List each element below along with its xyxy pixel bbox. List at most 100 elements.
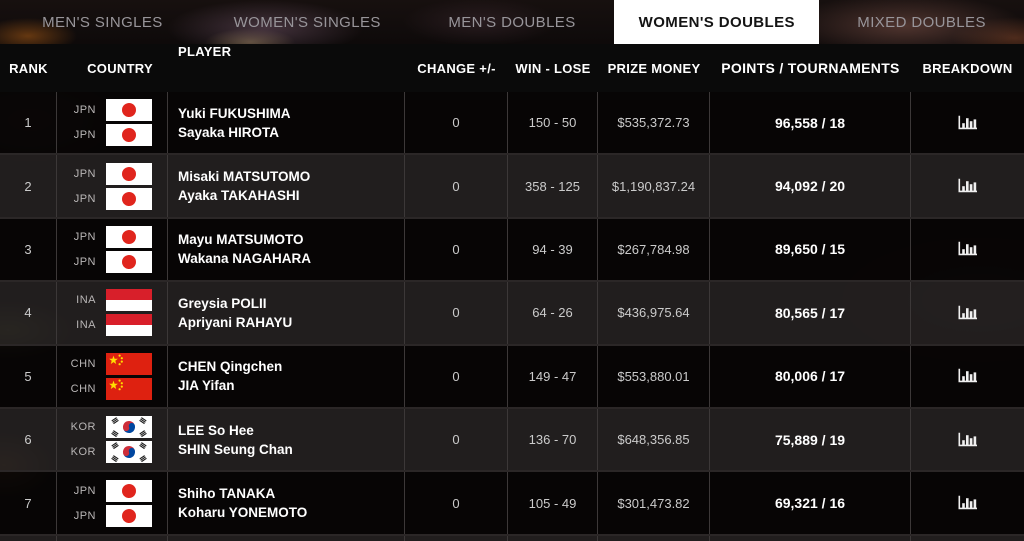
points-tournaments-value: 75,889 / 19 [710, 408, 911, 471]
player-name[interactable]: JIA Yifan [178, 378, 235, 394]
rank-value: 3 [0, 218, 57, 281]
country-line: JPN [73, 250, 152, 273]
points-tournaments-value: 80,565 / 17 [710, 282, 911, 344]
column-header-points-tournaments: POINTS / TOURNAMENTS [721, 60, 900, 76]
player-name[interactable]: Apriyani RAHAYU [178, 314, 293, 330]
rank-value: 5 [0, 345, 57, 407]
country-line: CHN [71, 352, 152, 375]
player-name[interactable]: Mayu MATSUMOTO [178, 232, 304, 248]
column-header-breakdown: BREAKDOWN [922, 60, 1013, 76]
points-tournaments-value: 94,092 / 20 [710, 155, 911, 217]
points-tournaments-value: 80,006 / 17 [710, 345, 911, 407]
prize-money-value: $535,372.73 [598, 92, 710, 154]
player-name[interactable]: Koharu YONEMOTO [178, 505, 308, 521]
prize-money-value: $553,880.01 [598, 345, 710, 407]
table-row: 5 CHN CHN CHEN Qingchen JIA Yifan 0 149 - 47… [0, 345, 1024, 409]
player-cell: Shiho TANAKA Koharu YONEMOTO [168, 472, 405, 534]
chn-flag-icon [106, 377, 152, 400]
player-cell: Mayu MATSUMOTO Wakana NAGAHARA [168, 218, 405, 281]
country-line: JPN [74, 225, 152, 248]
player-name[interactable]: Greysia POLII [178, 295, 267, 311]
country-cell: JPN JPN [57, 472, 168, 534]
ina-flag-icon [106, 314, 152, 337]
jpn-flag-icon [106, 250, 152, 273]
player-name[interactable]: Misaki MATSUTOMO [178, 169, 311, 185]
player-name[interactable]: LEE So Hee [178, 422, 254, 438]
bar-chart-icon[interactable] [948, 298, 988, 328]
breakdown-cell [911, 472, 1024, 533]
country-line: JPN [74, 162, 152, 185]
win-lose-value: 358 - 125 [508, 155, 598, 217]
change-value: 0 [405, 282, 508, 344]
bar-chart-icon[interactable] [948, 425, 988, 455]
breakdown-cell [911, 282, 1024, 343]
tab-women-s-singles[interactable]: WOMEN'S SINGLES [233, 13, 381, 31]
bar-chart-icon[interactable] [948, 234, 988, 264]
rank-value: 4 [0, 282, 57, 344]
country-cell: JPN JPN [57, 92, 168, 154]
prize-money-value: $1,190,837.24 [598, 155, 710, 217]
prize-money-value: $301,473.82 [598, 472, 710, 534]
tab-men-s-doubles[interactable]: MEN'S DOUBLES [448, 13, 576, 31]
kor-flag-icon [106, 416, 152, 439]
player-name[interactable]: Shiho TANAKA [178, 486, 276, 502]
partial-prize-money-cell [598, 535, 710, 541]
country-line: KOR [71, 416, 152, 439]
player-name[interactable]: Sayaka HIROTA [178, 124, 280, 140]
rank-value: 2 [0, 155, 57, 217]
jpn-flag-icon [106, 162, 152, 185]
points-tournaments-value: 69,321 / 16 [710, 472, 911, 534]
player-name[interactable]: Ayaka TAKAHASHI [178, 188, 300, 204]
tab-women-s-doubles[interactable]: WOMEN'S DOUBLES [614, 0, 820, 44]
country-code: JPN [73, 104, 96, 117]
bar-chart-icon[interactable] [948, 171, 988, 201]
bar-chart-icon[interactable] [948, 361, 988, 391]
bar-chart-icon[interactable] [948, 488, 988, 518]
breakdown-cell [911, 155, 1024, 216]
country-line: INA [76, 314, 152, 337]
player-name[interactable]: Wakana NAGAHARA [178, 251, 312, 267]
country-line: CHN [71, 377, 152, 400]
column-header-rank: RANK [9, 60, 48, 76]
points-tournaments-value: 89,650 / 15 [710, 218, 911, 281]
rank-value: 7 [0, 472, 57, 534]
tab-men-s-singles[interactable]: MEN'S SINGLES [42, 13, 163, 31]
player-name[interactable]: SHIN Seung Chan [178, 441, 293, 457]
jpn-flag-icon [106, 124, 152, 147]
jpn-flag-icon [106, 187, 152, 210]
table-row-partial [0, 535, 1024, 541]
win-lose-value: 136 - 70 [508, 408, 598, 471]
column-header-change: CHANGE +/- [417, 60, 496, 76]
jpn-flag-icon [106, 479, 152, 502]
table-row: 4 INA INA Greysia POLII Apriyani RAHAYU 0 64… [0, 282, 1024, 346]
chn-flag-icon [106, 352, 152, 375]
win-lose-value: 105 - 49 [508, 472, 598, 534]
table-row: 1 JPN JPN Yuki FUKUSHIMA Sayaka HIROTA 0 150… [0, 92, 1024, 156]
jpn-flag-icon [106, 504, 152, 527]
tab-mixed-doubles[interactable]: MIXED DOUBLES [857, 13, 986, 31]
player-name[interactable]: Yuki FUKUSHIMA [178, 105, 291, 121]
country-line: JPN [74, 504, 152, 527]
column-header-country: COUNTRY [87, 60, 153, 76]
breakdown-cell [911, 346, 1024, 407]
player-cell: CHEN Qingchen JIA Yifan [168, 345, 405, 407]
country-cell: INA INA [57, 282, 168, 344]
table-row: 2 JPN JPN Misaki MATSUTOMO Ayaka TAKAHASHI… [0, 155, 1024, 219]
rank-value: 1 [0, 92, 57, 154]
change-value: 0 [405, 218, 508, 281]
kor-flag-icon [106, 441, 152, 464]
partial-country-cell [57, 535, 168, 541]
change-value: 0 [405, 408, 508, 471]
partial-win-lose-cell [508, 535, 598, 541]
country-cell: JPN JPN [57, 155, 168, 217]
table-row: 3 JPN JPN Mayu MATSUMOTO Wakana NAGAHARA 0 9… [0, 218, 1024, 283]
breakdown-cell [911, 92, 1024, 153]
country-code: JPN [73, 255, 96, 268]
win-lose-value: 149 - 47 [508, 345, 598, 407]
bar-chart-icon[interactable] [948, 108, 988, 138]
column-header-player: PLAYER [178, 44, 232, 59]
table-row: 7 JPN JPN Shiho TANAKA Koharu YONEMOTO 0 105… [0, 472, 1024, 536]
change-value: 0 [405, 92, 508, 154]
player-name[interactable]: CHEN Qingchen [178, 359, 283, 375]
